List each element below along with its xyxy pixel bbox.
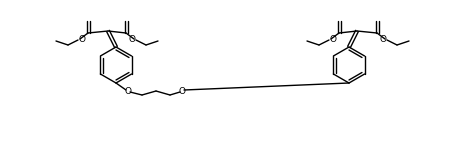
Text: O: O (79, 34, 86, 44)
Text: O: O (128, 34, 135, 44)
Text: O: O (330, 34, 337, 44)
Text: O: O (125, 86, 132, 95)
Text: O: O (179, 86, 186, 95)
Text: O: O (379, 34, 386, 44)
